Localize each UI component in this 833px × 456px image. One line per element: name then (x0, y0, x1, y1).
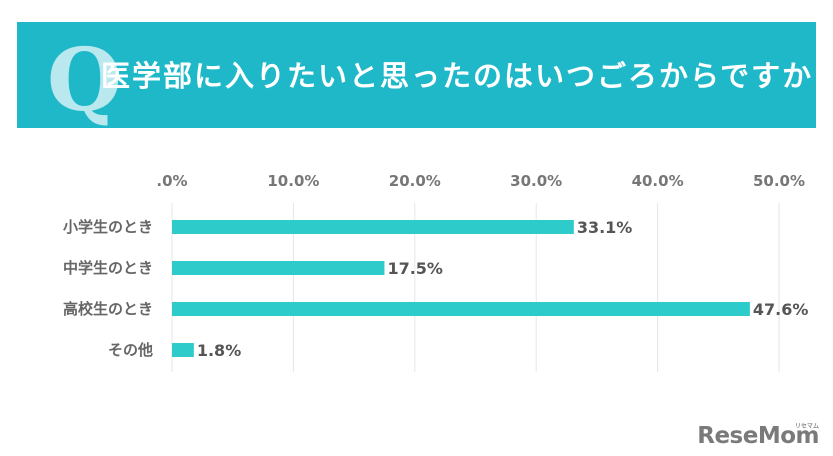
x-tick-labels: .0% 10.0% 20.0% 30.0% 40.0% 50.0% (156, 172, 805, 190)
value-label: 17.5% (387, 259, 443, 278)
value-labels: 33.1% 17.5% 47.6% 1.8% (197, 218, 809, 360)
x-tick-label: 50.0% (753, 172, 805, 190)
value-label: 1.8% (197, 341, 241, 360)
question-title: 医学部に入りたいと思ったのはいつごろからですか (101, 59, 814, 93)
category-label: その他 (108, 341, 153, 359)
x-tick-label: .0% (156, 172, 187, 190)
x-tick-label: 40.0% (632, 172, 684, 190)
x-tick-label: 20.0% (389, 172, 441, 190)
bar (172, 343, 194, 357)
resemom-logo: ReseMom リセマム (697, 423, 819, 449)
q-letter: Q (47, 30, 122, 131)
x-tick-label: 10.0% (267, 172, 319, 190)
category-label: 高校生のとき (63, 300, 153, 318)
category-label: 中学生のとき (63, 259, 153, 277)
bar (172, 302, 750, 316)
bar (172, 220, 574, 234)
question-banner: Q 医学部に入りたいと思ったのはいつごろからですか (17, 22, 816, 128)
value-label: 33.1% (577, 218, 633, 237)
value-label: 47.6% (753, 300, 809, 319)
logo-kana: リセマム (794, 423, 819, 430)
x-tick-label: 30.0% (510, 172, 562, 190)
category-label: 小学生のとき (63, 218, 153, 236)
bars (172, 220, 750, 357)
bar (172, 261, 385, 275)
logo-text: ReseMom (697, 423, 819, 449)
